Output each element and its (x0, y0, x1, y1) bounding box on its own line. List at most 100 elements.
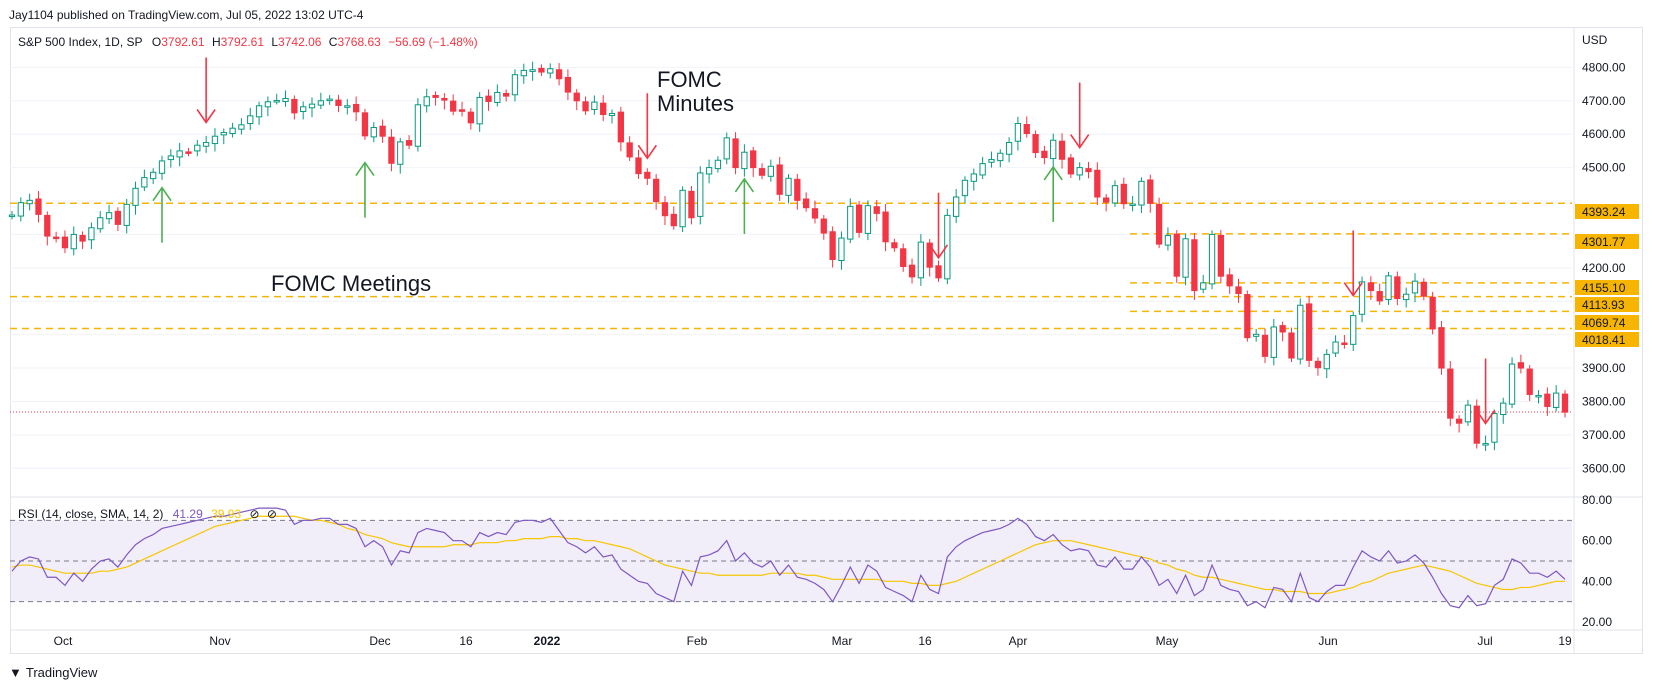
candle-up (997, 152, 1004, 162)
candle-down (644, 171, 651, 179)
candle-down (582, 101, 589, 112)
rsi-name[interactable]: RSI (14, close, SMA, 14, 2) (18, 507, 164, 521)
arrows (152, 57, 1496, 425)
hidden-icon[interactable]: ⊘ (249, 507, 260, 521)
candle-down (1473, 405, 1480, 444)
price-level-tag (1575, 332, 1639, 347)
rsi-panel (10, 507, 1572, 609)
candle-down (1032, 134, 1039, 154)
candle-down (882, 211, 889, 243)
price-level-tag (1575, 315, 1639, 330)
down-arrow-head (1343, 282, 1363, 297)
close-label: C (328, 35, 338, 49)
symbol-legend: S&P 500 Index, 1D, SP O3792.61 H3792.61 … (18, 35, 482, 49)
time-tick-label: Feb (687, 634, 708, 648)
candle-down (441, 97, 448, 101)
high-value: 3792.61 (220, 35, 265, 49)
up-arrow-head (734, 177, 755, 193)
symbol-name[interactable]: S&P 500 Index, 1D, SP (18, 35, 143, 49)
candle-up (1403, 293, 1410, 301)
candle-down (908, 264, 916, 278)
candle-up (1358, 281, 1366, 315)
candle-down (1438, 327, 1445, 369)
candle-down (573, 92, 580, 102)
candle-down (1155, 203, 1163, 245)
candle-down (538, 67, 545, 73)
price-tick-label: 4700.00 (1582, 94, 1626, 108)
candle-up (1500, 402, 1507, 415)
candle-up (414, 104, 422, 147)
candle-up (1535, 394, 1542, 398)
candle-up (1182, 238, 1189, 278)
candle-down (114, 210, 122, 225)
candle-up (970, 173, 977, 182)
candle-down (617, 111, 624, 143)
candle-down (1394, 276, 1401, 300)
candle-up (979, 163, 986, 176)
candle-up (547, 68, 554, 74)
price-level-tag-label: 4155.10 (1582, 281, 1626, 295)
candle-up (494, 91, 501, 103)
candle-down (361, 112, 369, 137)
fomc-minutes-label-line2: Minutes (657, 91, 735, 116)
candle-up (308, 103, 316, 109)
candle-down (1191, 239, 1198, 292)
candle-up (1508, 363, 1516, 405)
hidden-icon[interactable]: ⊘ (266, 507, 277, 521)
candle-up (282, 97, 289, 102)
time-tick-label: Dec (369, 634, 390, 648)
candle-up (1553, 392, 1560, 408)
candle-down (811, 208, 819, 219)
candle-down (379, 125, 386, 137)
candle-up (1482, 443, 1489, 446)
rsi-tick-label: 20.00 (1582, 615, 1612, 629)
candle-up (785, 177, 792, 196)
rsi-value: 41.29 (172, 507, 203, 521)
candle-up (397, 141, 404, 165)
candle-up (917, 241, 925, 279)
candle-down (1120, 183, 1127, 205)
candle-down (1341, 342, 1348, 345)
time-tick-label: Apr (1009, 634, 1028, 648)
chart-frame[interactable] (10, 27, 1643, 654)
candle-up (864, 205, 872, 234)
candle-down (1429, 296, 1436, 330)
candle-up (679, 189, 686, 228)
candle-up (1111, 185, 1119, 204)
candle-up (123, 203, 130, 226)
close-value: 3768.63 (337, 35, 381, 49)
candle-up (953, 196, 960, 217)
candle-down (1173, 233, 1180, 277)
candle-down (79, 234, 86, 242)
price-tick-label: 3800.00 (1582, 394, 1626, 408)
candle-up (255, 105, 263, 118)
down-arrow-head (1070, 134, 1090, 149)
candle-down (1023, 124, 1030, 135)
candle-up (1350, 315, 1357, 345)
price-level-tag (1575, 204, 1639, 219)
price-tick-label: 3900.00 (1582, 361, 1626, 375)
candle-up (1385, 275, 1392, 301)
open-value: 3792.61 (161, 35, 205, 49)
candle-down (467, 111, 474, 124)
price-level-tag (1575, 234, 1639, 249)
low-label: L (271, 35, 279, 49)
candle-up (1050, 139, 1057, 160)
candle-down (335, 99, 342, 106)
time-tick-label: 16 (918, 634, 932, 648)
currency-label: USD (1582, 33, 1608, 47)
candle-down (1041, 150, 1048, 159)
candle-up (211, 135, 219, 145)
candle-up (529, 69, 536, 72)
candle-up (741, 151, 748, 170)
down-arrow-head (928, 244, 949, 260)
candle-down (1420, 281, 1427, 297)
candle-up (105, 212, 113, 220)
candle-down (688, 190, 695, 219)
candle-up (1200, 282, 1207, 290)
candle-up (608, 112, 616, 116)
footer-brand[interactable]: ▼ TradingView (9, 665, 97, 680)
time-tick-label: May (1156, 634, 1179, 648)
candle-down (1261, 334, 1269, 357)
